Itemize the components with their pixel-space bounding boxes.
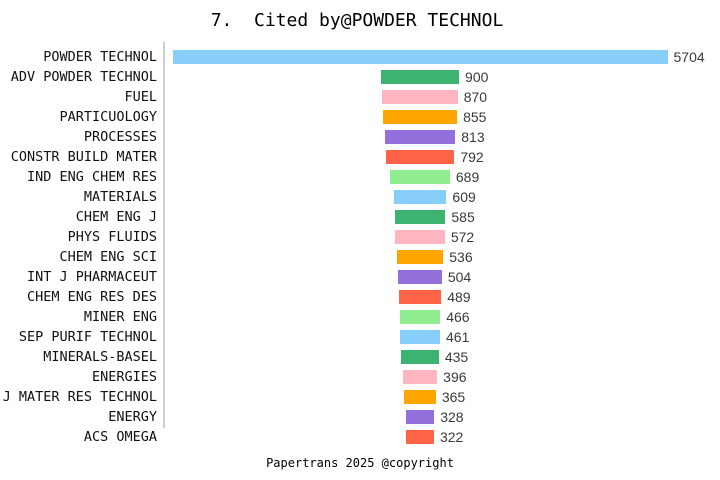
category-label: SEP PURIF TECHNOL — [18, 329, 157, 345]
value-label: 435 — [444, 349, 469, 365]
bar — [399, 310, 441, 324]
bar-row: POWDER TECHNOL 5704 — [0, 47, 720, 67]
category-label: ADV POWDER TECHNOL — [10, 69, 157, 85]
chart-title: 7. Cited by@POWDER TECHNOL — [210, 10, 504, 31]
value-label: 585 — [451, 209, 475, 225]
bar — [396, 250, 444, 264]
bar — [385, 150, 455, 164]
bar — [405, 410, 435, 424]
category-label: POWDER TECHNOL — [43, 49, 157, 65]
category-label: INT J PHARMACEUT — [26, 269, 157, 285]
category-label: CHEM ENG SCI — [59, 249, 157, 265]
category-label: CHEM ENG RES DES — [26, 289, 157, 305]
bar-row: ADV POWDER TECHNOL 900 — [0, 67, 720, 87]
bar — [402, 370, 438, 384]
value-label: 5704 — [673, 49, 705, 65]
bar — [390, 170, 450, 184]
bar-row: MINERALS-BASEL 435 — [0, 347, 720, 367]
copyright-text: Papertrans 2025 @copyright — [266, 456, 454, 470]
value-label: 504 — [447, 269, 472, 285]
category-label: PROCESSES — [83, 129, 157, 145]
bar — [401, 350, 439, 364]
category-label: FUEL — [124, 89, 157, 105]
value-label: 489 — [447, 289, 471, 305]
value-label: 900 — [465, 69, 489, 85]
bar-row: MATERIALS 609 — [0, 187, 720, 207]
bar-row: CHEM ENG RES DES 489 — [0, 287, 720, 307]
bar — [382, 90, 458, 104]
bar — [395, 230, 445, 244]
category-label: ACS OMEGA — [83, 429, 157, 445]
bar — [406, 430, 434, 444]
bar-row: J MATER RES TECHNOL 365 — [0, 387, 720, 407]
value-label: 396 — [443, 369, 467, 385]
bar-row: ACS OMEGA 322 — [0, 427, 720, 447]
bar-row: PARTICUOLOGY 855 — [0, 107, 720, 127]
value-label: 536 — [449, 249, 473, 265]
category-label: PHYS FLUIDS — [67, 229, 157, 245]
bar — [382, 110, 458, 124]
value-label: 328 — [440, 409, 464, 425]
bar-row: MINER ENG 466 — [0, 307, 720, 327]
value-label: 792 — [460, 149, 484, 165]
value-label: 365 — [441, 389, 466, 405]
bar — [398, 290, 442, 304]
bar-row: ENERGY 328 — [0, 407, 720, 427]
bar-row: INT J PHARMACEUT 504 — [0, 267, 720, 287]
bar-row: ENERGIES 396 — [0, 367, 720, 387]
category-label: IND ENG CHEM RES — [26, 169, 157, 185]
bar-row: SEP PURIF TECHNOL 461 — [0, 327, 720, 347]
category-label: ENERGY — [108, 409, 157, 425]
bar — [393, 190, 447, 204]
bar-row: PHYS FLUIDS 572 — [0, 227, 720, 247]
value-label: 572 — [450, 229, 475, 245]
category-label: MINERALS-BASEL — [43, 349, 157, 365]
value-label: 813 — [461, 129, 485, 145]
bar — [404, 390, 436, 404]
bar — [380, 70, 460, 84]
bar — [384, 130, 456, 144]
category-label: CONSTR BUILD MATER — [10, 149, 157, 165]
bar — [399, 330, 440, 344]
category-label: MATERIALS — [83, 189, 157, 205]
bar-row: PROCESSES 813 — [0, 127, 720, 147]
bar — [398, 270, 442, 284]
category-label: J MATER RES TECHNOL — [2, 389, 157, 405]
bar-row: FUEL 870 — [0, 87, 720, 107]
bar-row: CHEM ENG SCI 536 — [0, 247, 720, 267]
category-label: CHEM ENG J — [75, 209, 157, 225]
value-label: 322 — [439, 429, 464, 445]
bar-row: CONSTR BUILD MATER 792 — [0, 147, 720, 167]
value-label: 855 — [463, 109, 487, 125]
category-label: ENERGIES — [91, 369, 157, 385]
category-label: PARTICUOLOGY — [59, 109, 157, 125]
bar-row: CHEM ENG J 585 — [0, 207, 720, 227]
value-label: 461 — [446, 329, 470, 345]
value-label: 870 — [463, 89, 488, 105]
category-label: MINER ENG — [83, 309, 157, 325]
y-axis-line — [163, 42, 165, 428]
bar — [172, 50, 668, 64]
value-label: 689 — [455, 169, 480, 185]
value-label: 466 — [446, 309, 470, 325]
bar-row: IND ENG CHEM RES 689 — [0, 167, 720, 187]
value-label: 609 — [452, 189, 476, 205]
bar — [394, 210, 446, 224]
